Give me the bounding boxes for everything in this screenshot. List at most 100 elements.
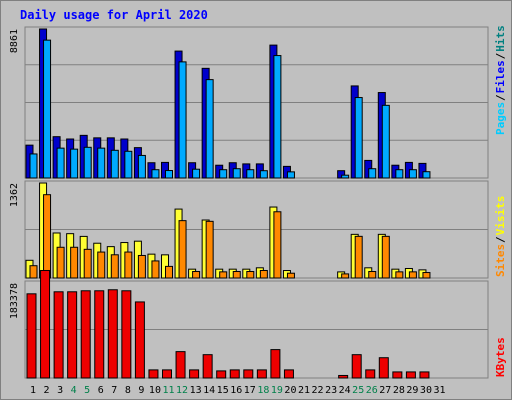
bar-kbytes	[189, 369, 200, 379]
day-label: 21	[298, 385, 310, 396]
day-label: 26	[366, 385, 378, 396]
legend-separator: /	[494, 52, 507, 59]
bar-files	[43, 39, 52, 179]
bar-files	[110, 149, 119, 179]
bar-kbytes	[338, 374, 349, 379]
bar-kbytes	[40, 269, 51, 379]
day-label: 17	[244, 385, 256, 396]
bar-sites	[219, 271, 228, 279]
bar-sites	[97, 251, 106, 279]
panel-legend: Sites/Visits	[494, 196, 507, 277]
day-label: 13	[190, 385, 202, 396]
bar-sites	[29, 265, 38, 279]
bar-kbytes	[148, 369, 159, 379]
bar-files	[273, 55, 282, 179]
x-axis-labels: 1 2 3 4 5 6 7 8 9 10 11 12 13 14 15 16 17 18 19 20 21 22 23 24 2…	[30, 385, 446, 396]
bar-sites	[83, 248, 92, 279]
bar-kbytes	[202, 354, 213, 379]
bar-files	[232, 168, 241, 179]
panel-visits-sites: 1362 Sites/Visits	[9, 180, 507, 279]
legend-visits: Visits	[494, 196, 507, 236]
bar-sites	[151, 260, 160, 279]
day-label: 1	[30, 385, 36, 396]
day-label: 18	[257, 385, 269, 396]
bar-files	[137, 154, 146, 179]
panel-kbytes: 183378 KBytes	[9, 269, 507, 379]
bar-files	[151, 169, 160, 179]
bar-kbytes	[405, 371, 416, 379]
legend-separator: /	[494, 94, 507, 101]
legend-sites: Sites	[494, 244, 507, 277]
bar-files	[408, 169, 417, 179]
bar-files	[368, 168, 377, 179]
day-label: 4	[71, 385, 77, 396]
bar-files	[205, 79, 214, 179]
day-label: 19	[271, 385, 283, 396]
bar-kbytes	[256, 369, 267, 379]
day-label: 24	[339, 385, 351, 396]
day-label: 27	[379, 385, 391, 396]
bar-files	[165, 170, 173, 179]
day-label: 6	[98, 385, 104, 396]
bar-kbytes	[53, 291, 64, 379]
bar-kbytes	[162, 369, 172, 379]
panel-legend: KBytes	[494, 337, 507, 377]
legend-files: Files	[494, 60, 507, 93]
bar-kbytes	[365, 369, 376, 379]
bar-kbytes	[26, 293, 37, 379]
bar-files	[341, 174, 350, 179]
bar-kbytes	[419, 371, 430, 379]
bar-sites	[259, 269, 268, 279]
panel-hits-files-pages: 8861 Pages/Files/Hits	[9, 25, 507, 179]
day-label: 8	[125, 385, 131, 396]
day-label: 31	[433, 385, 445, 396]
bar-sites	[246, 271, 255, 279]
day-label: 12	[176, 385, 188, 396]
day-label: 9	[138, 385, 144, 396]
bar-kbytes	[216, 370, 227, 379]
bar-files	[259, 170, 268, 179]
bar-sites	[178, 220, 187, 279]
bar-files	[354, 97, 363, 179]
bar-files	[56, 147, 65, 179]
bar-sites	[56, 246, 65, 279]
bar-sites	[273, 211, 282, 279]
bar-sites	[205, 220, 214, 279]
bar-kbytes	[134, 301, 145, 379]
y-max-label: 8861	[9, 29, 20, 53]
day-label: 5	[84, 385, 90, 396]
panel-legend: Pages/Files/Hits	[494, 25, 507, 135]
bar-sites	[381, 235, 390, 279]
bar-kbytes	[392, 371, 403, 379]
legend-separator: /	[494, 236, 507, 243]
bar-sites	[354, 235, 363, 279]
bar-files	[70, 148, 79, 179]
bar-kbytes	[94, 290, 105, 379]
bar-files	[246, 169, 255, 179]
day-label: 14	[203, 385, 215, 396]
bar-sites	[368, 271, 377, 279]
bar-files	[395, 169, 404, 179]
bar-kbytes	[283, 369, 294, 379]
bar-sites	[232, 271, 241, 279]
day-label: 20	[284, 385, 296, 396]
legend-pages: Pages	[494, 102, 507, 135]
bar-sites	[192, 271, 201, 279]
bar-sites	[408, 271, 417, 279]
bar-files	[219, 169, 228, 179]
bar-sites	[70, 246, 79, 279]
bar-kbytes	[229, 369, 240, 379]
day-label: 2	[44, 385, 50, 396]
day-label: 11	[162, 385, 174, 396]
day-label: 15	[217, 385, 229, 396]
day-label: 7	[111, 385, 117, 396]
day-label: 22	[312, 385, 324, 396]
bar-sites	[395, 271, 404, 279]
bar-kbytes	[80, 290, 91, 379]
chart-title: Daily usage for April 2020	[20, 8, 208, 22]
bar-kbytes	[175, 351, 186, 379]
bar-files	[83, 146, 92, 179]
bar-files	[422, 171, 431, 179]
bar-sites	[137, 254, 146, 279]
